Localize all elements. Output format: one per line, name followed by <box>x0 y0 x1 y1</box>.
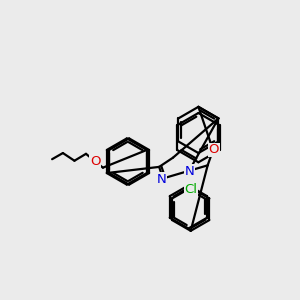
Text: N: N <box>184 165 194 178</box>
Text: O: O <box>208 143 219 157</box>
Text: N: N <box>157 173 166 186</box>
Text: Cl: Cl <box>184 183 197 196</box>
Text: O: O <box>90 155 101 168</box>
